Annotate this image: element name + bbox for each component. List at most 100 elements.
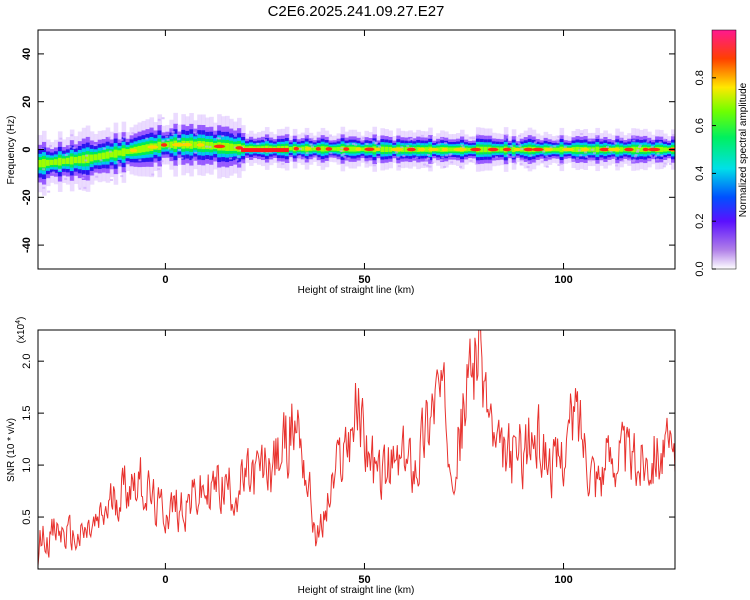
heatmap-speckle xyxy=(59,137,63,140)
spectrogram-heatmap xyxy=(38,112,675,196)
heatmap-speckle xyxy=(72,147,76,150)
heatmap-speckle xyxy=(440,137,444,140)
heatmap-speckle xyxy=(410,137,414,140)
heatmap-core xyxy=(364,147,375,152)
chart-title: C2E6.2025.241.09.27.E27 xyxy=(268,3,445,20)
heatmap-speckle xyxy=(450,161,454,164)
heatmap-speckle xyxy=(585,155,589,158)
heatmap-core xyxy=(147,145,159,149)
heatmap-speckle xyxy=(425,158,429,161)
heatmap-cell xyxy=(559,146,565,153)
heatmap-cell xyxy=(384,146,389,152)
spectrogram-y-label: Frequency (Hz) xyxy=(6,116,17,185)
heatmap-cell xyxy=(595,146,600,153)
heatmap-cell xyxy=(404,147,409,152)
heatmap-speckle xyxy=(120,138,124,141)
heatmap-speckle xyxy=(83,186,87,189)
heatmap-speckle xyxy=(42,186,46,189)
heatmap-cell xyxy=(157,141,163,150)
heatmap-speckle xyxy=(577,149,581,152)
heatmap-cell xyxy=(551,147,557,152)
heatmap-speckle xyxy=(520,147,524,150)
heatmap-speckle xyxy=(400,146,404,149)
heatmap-speckle xyxy=(449,153,453,156)
heatmap-speckle xyxy=(95,175,99,178)
heatmap-speckle xyxy=(475,133,479,136)
heatmap-speckle xyxy=(397,165,401,168)
heatmap-speckle xyxy=(472,137,476,140)
heatmap-speckle xyxy=(108,150,112,153)
heatmap-speckle xyxy=(495,156,499,159)
spectrogram-x-tick-label: 50 xyxy=(358,274,370,286)
heatmap-cell xyxy=(587,147,592,152)
heatmap-cell xyxy=(205,141,210,150)
heatmap-cell xyxy=(388,146,393,152)
heatmap-cell xyxy=(69,156,75,165)
snr-y-tick-label: 1.0 xyxy=(21,457,33,472)
heatmap-cell xyxy=(125,149,131,155)
heatmap-speckle xyxy=(347,157,351,160)
heatmap-speckle xyxy=(407,139,411,142)
heatmap-speckle xyxy=(505,134,509,137)
heatmap-speckle xyxy=(589,159,593,162)
heatmap-speckle xyxy=(68,145,72,148)
heatmap-speckle xyxy=(556,141,560,144)
heatmap-speckle xyxy=(649,154,653,157)
heatmap-speckle xyxy=(517,134,521,137)
heatmap-core xyxy=(172,142,185,147)
heatmap-cell xyxy=(348,146,354,152)
heatmap-cell xyxy=(57,157,63,166)
heatmap-core xyxy=(196,143,205,147)
snr-x-tick-label: 100 xyxy=(554,574,572,586)
heatmap-speckle xyxy=(549,146,553,149)
heatmap-speckle xyxy=(469,136,473,139)
heatmap-speckle xyxy=(631,160,635,163)
heatmap-core xyxy=(487,147,499,152)
heatmap-speckle xyxy=(474,162,478,165)
heatmap-speckle xyxy=(329,152,333,155)
heatmap-speckle xyxy=(594,135,598,138)
heatmap-speckle xyxy=(517,142,521,145)
heatmap-speckle xyxy=(340,147,344,150)
heatmap-cell xyxy=(332,147,338,151)
heatmap-speckle xyxy=(553,145,557,148)
heatmap-cell xyxy=(639,146,644,153)
heatmap-cell xyxy=(575,146,581,153)
heatmap-speckle xyxy=(518,145,522,148)
heatmap-speckle xyxy=(78,187,82,190)
heatmap-cell xyxy=(619,147,624,152)
heatmap-speckle xyxy=(632,158,636,161)
heatmap-speckle xyxy=(233,134,237,137)
heatmap-cell xyxy=(121,148,127,157)
heatmap-speckle xyxy=(519,159,523,162)
heatmap-speckle xyxy=(668,162,672,165)
snr-series-line xyxy=(38,330,675,567)
snr-y-label: SNR (10 * v/v) xyxy=(6,418,17,482)
heatmap-speckle xyxy=(342,152,346,155)
heatmap-speckle xyxy=(615,164,619,167)
heatmap-speckle xyxy=(103,147,107,150)
heatmap-speckle xyxy=(579,154,583,157)
spectrogram-y-tick-label: 0 xyxy=(21,146,33,152)
snr-panel: 0 50 100 0.5 1.0 1.5 2.0 Height of straight li… xyxy=(6,317,676,596)
heatmap-speckle xyxy=(229,157,233,160)
heatmap-speckle xyxy=(422,163,426,166)
heatmap-speckle xyxy=(514,162,518,165)
heatmap-speckle xyxy=(310,145,314,148)
heatmap-speckle xyxy=(233,146,237,149)
heatmap-speckle xyxy=(671,134,675,137)
heatmap-speckle xyxy=(99,159,103,162)
snr-y-tick-label: 2.0 xyxy=(21,354,33,369)
heatmap-cell xyxy=(352,146,358,152)
heatmap-cell xyxy=(555,147,561,152)
heatmap-speckle xyxy=(545,165,549,168)
heatmap-speckle xyxy=(298,147,302,150)
spectrogram-y-tick-label: 20 xyxy=(21,96,33,108)
heatmap-cell xyxy=(308,146,314,151)
heatmap-core xyxy=(293,146,299,151)
heatmap-core xyxy=(532,147,544,152)
colorbar-ticks: 0.0 0.2 0.4 0.6 0.8 xyxy=(694,70,716,277)
colorbar-tick-label: 0.8 xyxy=(694,70,706,85)
heatmap-cell xyxy=(61,158,67,165)
